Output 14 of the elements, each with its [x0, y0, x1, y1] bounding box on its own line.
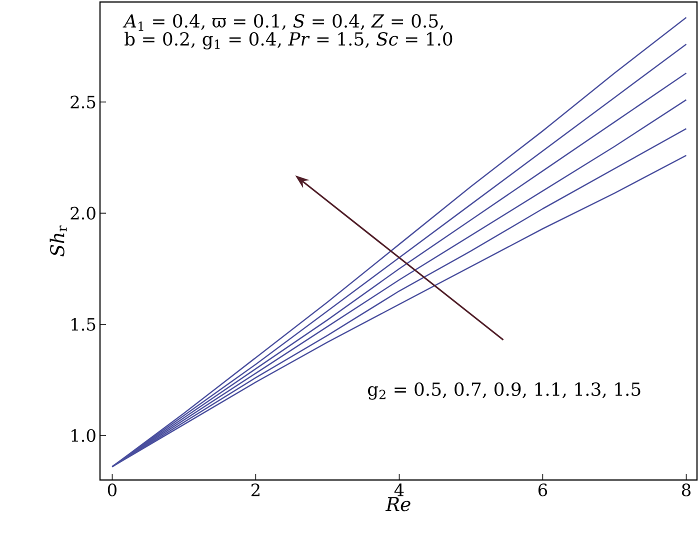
x-tick-label: 6	[538, 483, 548, 496]
annotation: b = 0.2, g$_{1}$ = 0.4, Pr = 1.5, Sc = 1.0	[124, 32, 452, 50]
x-axis-title: Re	[385, 497, 410, 512]
y-tick-label: 2.5	[70, 96, 96, 108]
y-axis-title: Sh$_{r}$	[50, 225, 67, 256]
x-tick-label: 0	[108, 483, 116, 496]
y-tick-label: 1.0	[72, 429, 96, 442]
y-tick-label: 1.5	[72, 318, 96, 331]
y-tick-label: 2.0	[70, 206, 96, 220]
x-tick-label: 4	[394, 483, 404, 496]
x-tick-label: 8	[682, 483, 690, 496]
x-tick-label: 2	[251, 483, 260, 496]
annotation: g$_{2}$ = 0.5, 0.7, 0.9, 1.1, 1.3, 1.5	[368, 382, 640, 400]
annotation: A$_{1}$ = 0.4, ϖ = 0.1, S = 0.4, Z = 0.5,	[122, 14, 444, 31]
